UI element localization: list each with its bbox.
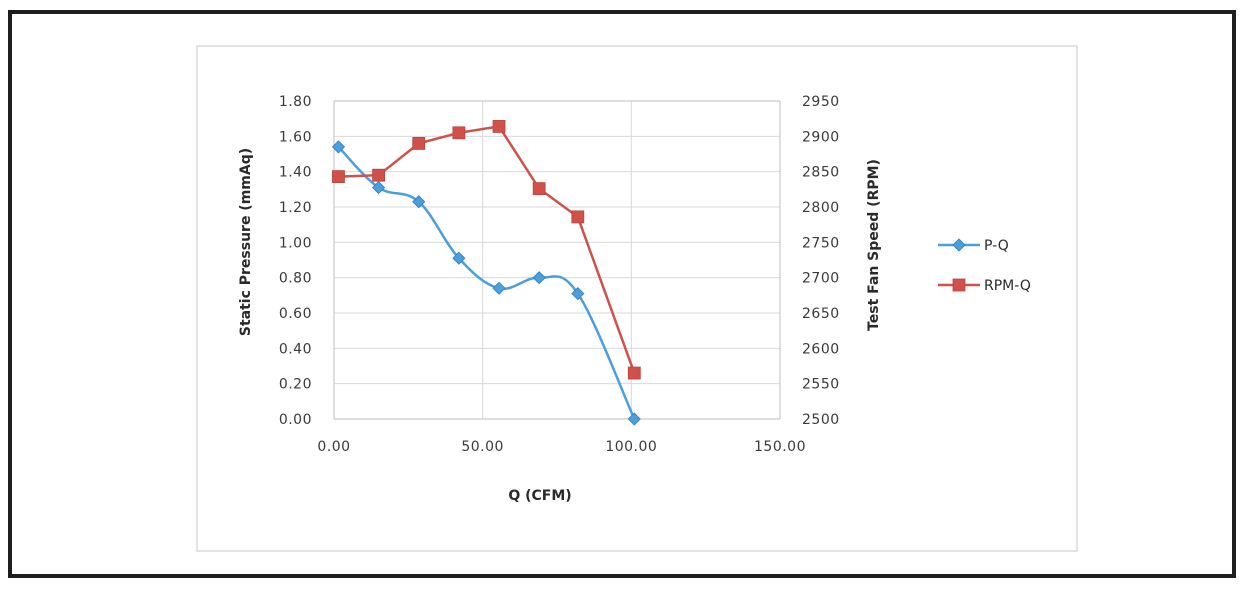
data-point-rpm-q xyxy=(332,170,345,184)
y-left-tick-label: 0.00 xyxy=(279,412,312,428)
legend: P-Q RPM-Q xyxy=(938,238,1031,294)
x-tick-label: 50.00 xyxy=(461,439,504,455)
y-left-tick-label: 0.20 xyxy=(279,377,312,393)
y-left-tick-label: 1.40 xyxy=(279,165,312,181)
data-point-rpm-q xyxy=(627,366,641,380)
data-point-rpm-q xyxy=(571,210,585,224)
y-right-tick-label: 2600 xyxy=(802,341,840,357)
y-right-tick-label: 2800 xyxy=(802,200,840,216)
y-left-tick-label: 0.60 xyxy=(279,306,312,322)
y-right-tick-label: 2950 xyxy=(802,94,840,110)
chart-frame xyxy=(8,10,1236,578)
y-axis-title-right: Test Fan Speed (RPM) xyxy=(866,159,882,331)
y-axis-title-left: Static Pressure (mmAq) xyxy=(238,148,254,336)
data-point-p-q xyxy=(571,287,585,301)
data-point-p-q xyxy=(627,412,641,426)
y-left-tick-label: 0.80 xyxy=(279,271,312,287)
legend-label-p-q: P-Q xyxy=(984,238,1009,254)
data-point-p-q xyxy=(412,195,426,209)
y-left-tick-label: 1.60 xyxy=(279,129,312,145)
series-line-rpm-q xyxy=(338,125,636,374)
x-axis-title: Q (CFM) xyxy=(508,488,571,504)
y-left-tick-label: 1.20 xyxy=(279,200,312,216)
chart-area xyxy=(196,45,1078,552)
legend-marker-rpm-q xyxy=(952,278,966,292)
x-tick-label: 100.00 xyxy=(605,439,657,455)
data-point-p-q xyxy=(492,281,506,295)
legend-marker-p-q xyxy=(952,238,966,252)
data-point-rpm-q xyxy=(452,126,466,140)
y-right-tick-label: 2750 xyxy=(802,235,840,251)
x-tick-label: 0.00 xyxy=(317,439,350,455)
y-right-tick-label: 2850 xyxy=(802,165,840,181)
data-point-rpm-q xyxy=(372,168,386,182)
legend-label-rpm-q: RPM-Q xyxy=(984,278,1031,294)
data-point-rpm-q xyxy=(412,136,426,150)
x-tick-label: 150.00 xyxy=(754,439,806,455)
y-right-tick-label: 2650 xyxy=(802,306,840,322)
plot-area xyxy=(333,100,781,420)
y-right-tick-label: 2700 xyxy=(802,271,840,287)
y-left-tick-label: 0.40 xyxy=(279,341,312,357)
y-right-tick-label: 2500 xyxy=(802,412,840,428)
series-layer xyxy=(331,120,641,426)
data-point-p-q xyxy=(331,140,346,154)
data-point-p-q xyxy=(532,271,546,285)
data-point-rpm-q xyxy=(532,182,546,196)
y-left-tick-label: 1.00 xyxy=(279,235,312,251)
data-point-p-q xyxy=(452,251,466,265)
y-right-tick-label: 2550 xyxy=(802,377,840,393)
data-point-p-q xyxy=(372,181,386,195)
y-left-tick-label: 1.80 xyxy=(279,94,312,110)
tick-labels: 0.00 0.20 0.40 0.60 0.80 1.00 1.20 1.40 1.60 1.80… xyxy=(279,94,840,455)
y-right-tick-label: 2900 xyxy=(802,129,840,145)
data-point-rpm-q xyxy=(492,120,506,133)
